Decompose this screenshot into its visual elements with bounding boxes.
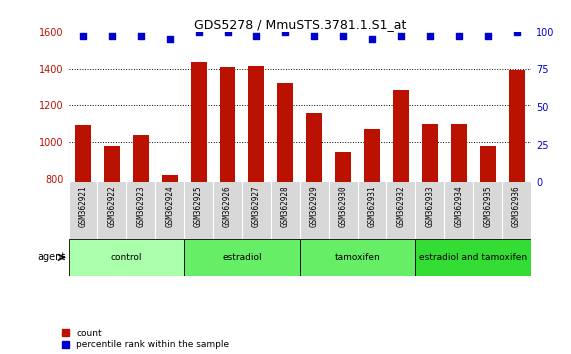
Text: GSM362922: GSM362922: [107, 185, 116, 227]
Point: [512, 29, 521, 35]
Text: GSM362927: GSM362927: [252, 185, 261, 227]
Bar: [191, 62, 207, 325]
Text: control: control: [111, 253, 142, 262]
Bar: [335, 152, 351, 325]
Bar: [162, 175, 178, 325]
Text: GSM362936: GSM362936: [512, 185, 521, 227]
Legend: count, percentile rank within the sample: count, percentile rank within the sample: [62, 329, 229, 349]
Bar: [509, 70, 525, 325]
Text: GSM362921: GSM362921: [78, 185, 87, 227]
Text: GSM362934: GSM362934: [455, 185, 463, 227]
Text: GSM362929: GSM362929: [309, 185, 319, 227]
Point: [339, 34, 348, 39]
Title: GDS5278 / MmuSTS.3781.1.S1_at: GDS5278 / MmuSTS.3781.1.S1_at: [194, 18, 406, 31]
Text: estradiol: estradiol: [222, 253, 262, 262]
FancyBboxPatch shape: [184, 239, 300, 276]
Bar: [75, 125, 91, 325]
Bar: [220, 67, 235, 325]
Text: estradiol and tamoxifen: estradiol and tamoxifen: [419, 253, 527, 262]
Point: [454, 34, 463, 39]
Text: GSM362924: GSM362924: [165, 185, 174, 227]
Bar: [104, 147, 120, 325]
Bar: [393, 90, 409, 325]
Text: tamoxifen: tamoxifen: [335, 253, 380, 262]
Text: GSM362926: GSM362926: [223, 185, 232, 227]
Point: [309, 34, 319, 39]
Text: GSM362935: GSM362935: [483, 185, 492, 227]
Bar: [480, 147, 496, 325]
Bar: [422, 124, 438, 325]
Bar: [248, 66, 264, 325]
Point: [425, 34, 435, 39]
Bar: [364, 129, 380, 325]
Bar: [451, 124, 467, 325]
Text: GSM362933: GSM362933: [425, 185, 435, 227]
Text: GSM362930: GSM362930: [339, 185, 348, 227]
Point: [396, 34, 405, 39]
Point: [223, 29, 232, 35]
FancyBboxPatch shape: [69, 239, 184, 276]
Point: [368, 36, 377, 42]
Point: [107, 34, 116, 39]
Text: GSM362931: GSM362931: [368, 185, 376, 227]
Point: [483, 34, 492, 39]
Point: [78, 34, 87, 39]
Bar: [133, 135, 148, 325]
FancyBboxPatch shape: [300, 239, 415, 276]
Bar: [306, 113, 322, 325]
Bar: [278, 83, 293, 325]
Text: agent: agent: [37, 252, 66, 262]
Point: [165, 36, 174, 42]
Point: [252, 34, 261, 39]
Point: [281, 29, 290, 35]
Text: GSM362932: GSM362932: [396, 185, 405, 227]
Point: [194, 29, 203, 35]
Point: [136, 34, 146, 39]
Text: GSM362925: GSM362925: [194, 185, 203, 227]
FancyBboxPatch shape: [415, 239, 531, 276]
Text: GSM362923: GSM362923: [136, 185, 145, 227]
Text: GSM362928: GSM362928: [281, 185, 290, 227]
